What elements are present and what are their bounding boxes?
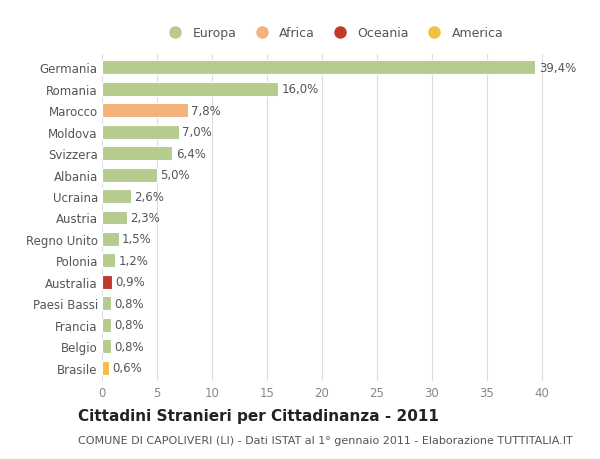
Text: 0,9%: 0,9% bbox=[115, 276, 145, 289]
Bar bbox=[102, 340, 111, 353]
Text: 5,0%: 5,0% bbox=[160, 168, 190, 182]
Bar bbox=[102, 275, 112, 289]
Text: 0,8%: 0,8% bbox=[114, 297, 144, 310]
Text: 7,0%: 7,0% bbox=[182, 126, 212, 139]
Bar bbox=[102, 104, 188, 118]
Bar bbox=[102, 233, 119, 246]
Bar bbox=[102, 147, 172, 161]
Text: 1,5%: 1,5% bbox=[122, 233, 152, 246]
Text: 2,6%: 2,6% bbox=[134, 190, 164, 203]
Bar bbox=[102, 361, 109, 375]
Text: 39,4%: 39,4% bbox=[539, 62, 576, 74]
Bar bbox=[102, 125, 179, 139]
Bar bbox=[102, 83, 278, 96]
Bar bbox=[102, 61, 535, 75]
Text: COMUNE DI CAPOLIVERI (LI) - Dati ISTAT al 1° gennaio 2011 - Elaborazione TUTTITA: COMUNE DI CAPOLIVERI (LI) - Dati ISTAT a… bbox=[78, 435, 573, 445]
Text: 0,8%: 0,8% bbox=[114, 319, 144, 332]
Text: 0,6%: 0,6% bbox=[112, 362, 142, 375]
Text: 0,8%: 0,8% bbox=[114, 340, 144, 353]
Bar bbox=[102, 318, 111, 332]
Bar bbox=[102, 297, 111, 311]
Text: 7,8%: 7,8% bbox=[191, 104, 221, 118]
Bar bbox=[102, 254, 115, 268]
Bar bbox=[102, 190, 131, 203]
Text: Cittadini Stranieri per Cittadinanza - 2011: Cittadini Stranieri per Cittadinanza - 2… bbox=[78, 408, 439, 423]
Text: 1,2%: 1,2% bbox=[119, 254, 148, 268]
Text: 2,3%: 2,3% bbox=[131, 212, 160, 224]
Bar bbox=[102, 211, 127, 225]
Text: 6,4%: 6,4% bbox=[176, 147, 206, 160]
Bar bbox=[102, 168, 157, 182]
Legend: Europa, Africa, Oceania, America: Europa, Africa, Oceania, America bbox=[158, 22, 508, 45]
Text: 16,0%: 16,0% bbox=[281, 83, 319, 96]
